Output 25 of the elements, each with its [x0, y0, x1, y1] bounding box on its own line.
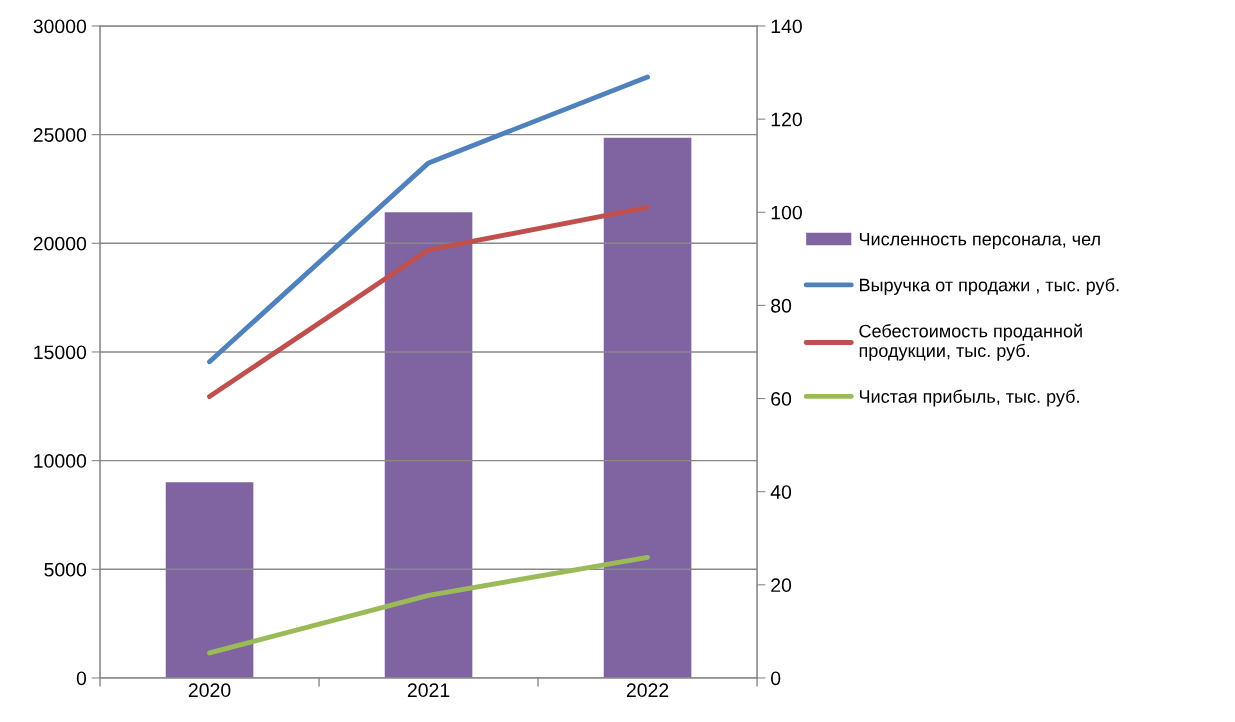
y2-tick-label: 100	[771, 205, 802, 220]
y2-tick-label: 140	[771, 19, 802, 34]
x-tick-label: 2021	[407, 683, 450, 698]
y2-tick-label: 60	[771, 392, 792, 406]
y-tick-label: 25000	[33, 128, 87, 142]
legend-label: Численность персонала, чел	[859, 232, 1100, 250]
legend-label: Себестоимость проданной продукции, тыс. руб.	[859, 323, 1082, 361]
bar	[165, 482, 254, 678]
y-tick-label: 0	[76, 671, 87, 686]
y2-tick-label: 120	[771, 112, 802, 127]
y-tick-label: 20000	[33, 236, 87, 251]
y-tick-label: 10000	[34, 454, 87, 468]
y2-tick-label: 20	[771, 578, 792, 593]
bar	[384, 212, 473, 678]
y2-tick-label: 40	[770, 485, 792, 499]
y-tick-label: 15000	[34, 345, 87, 360]
y-tick-label: 5000	[44, 562, 87, 577]
y-tick-label: 30000	[33, 19, 87, 34]
x-tick-label: 2022	[626, 683, 669, 698]
y2-tick-label: 80	[771, 298, 792, 313]
y2-tick-label: 0	[771, 671, 781, 686]
legend-label: Выручка от продажи , тыс. руб.	[860, 277, 1119, 295]
bar	[603, 137, 692, 678]
legend-label: Чистая прибыль, тыс. руб.	[859, 389, 1079, 407]
x-tick-label: 2020	[188, 683, 231, 698]
